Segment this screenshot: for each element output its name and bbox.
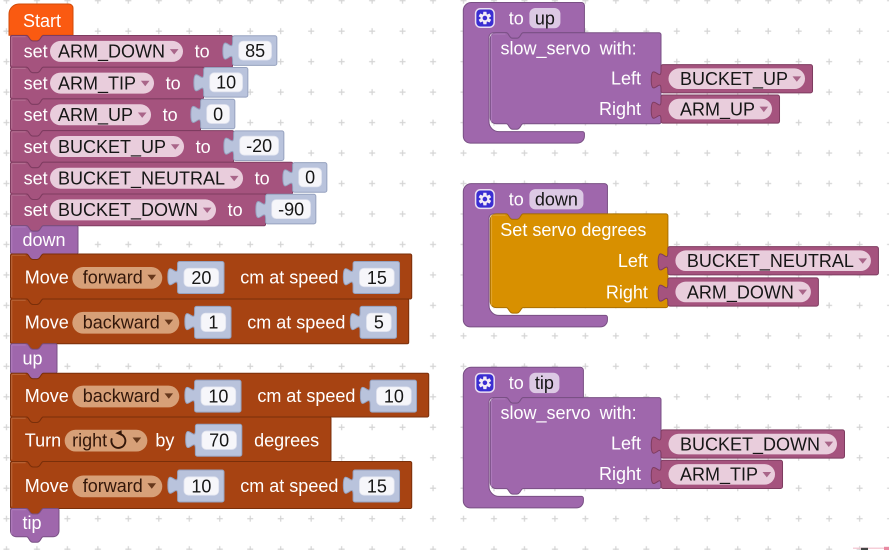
svg-text:by: by [155, 430, 174, 450]
svg-text:slow_servo: slow_servo [501, 38, 591, 59]
svg-text:down: down [535, 189, 578, 209]
svg-text:up: up [535, 8, 555, 28]
svg-text:BUCKET_DOWN: BUCKET_DOWN [58, 200, 198, 221]
svg-text:set: set [24, 105, 48, 125]
svg-text:Left: Left [611, 433, 641, 453]
svg-text:cm at speed: cm at speed [240, 476, 338, 496]
svg-text:tip: tip [23, 513, 42, 533]
svg-text:cm at speed: cm at speed [240, 268, 338, 288]
svg-text:ARM_UP: ARM_UP [58, 105, 133, 126]
svg-text:Right: Right [599, 99, 641, 119]
svg-text:10: 10 [191, 476, 211, 496]
svg-text:to: to [509, 8, 524, 28]
svg-text:forward: forward [83, 268, 143, 288]
svg-text:to: to [163, 105, 178, 125]
svg-text:Move: Move [25, 268, 69, 288]
svg-text:Right: Right [606, 282, 648, 302]
svg-text:to: to [196, 137, 211, 157]
svg-text:15: 15 [367, 268, 387, 288]
svg-text:set: set [24, 169, 48, 189]
svg-text:20: 20 [191, 268, 211, 288]
svg-text:Turn: Turn [25, 430, 61, 450]
svg-text:-90: -90 [278, 199, 304, 219]
svg-text:Right: Right [599, 464, 641, 484]
svg-text:Left: Left [611, 69, 641, 89]
svg-text:BUCKET_NEUTRAL: BUCKET_NEUTRAL [687, 251, 854, 272]
svg-text:to: to [228, 200, 243, 220]
svg-text:slow_servo: slow_servo [501, 403, 591, 424]
svg-text:ARM_DOWN: ARM_DOWN [687, 282, 794, 303]
svg-text:BUCKET_DOWN: BUCKET_DOWN [680, 434, 820, 455]
svg-text:10: 10 [216, 73, 236, 93]
svg-text:Start: Start [23, 11, 61, 31]
svg-text:BUCKET_NEUTRAL: BUCKET_NEUTRAL [58, 169, 225, 190]
svg-text:right: right [72, 430, 107, 450]
svg-text:5: 5 [374, 313, 384, 333]
svg-text:1: 1 [208, 313, 218, 333]
svg-text:Left: Left [618, 251, 648, 271]
svg-text:up: up [23, 349, 43, 369]
svg-text:10: 10 [384, 386, 404, 406]
svg-text:to: to [255, 169, 270, 189]
svg-text:cm at speed: cm at speed [257, 386, 355, 406]
svg-text:Move: Move [25, 476, 69, 496]
svg-text:85: 85 [245, 41, 265, 61]
svg-text:set: set [24, 137, 48, 157]
svg-text:BUCKET_UP: BUCKET_UP [680, 69, 788, 90]
svg-text:-20: -20 [246, 136, 272, 156]
svg-text:ARM_TIP: ARM_TIP [58, 73, 136, 94]
svg-text:with:: with: [599, 38, 637, 58]
svg-text:backward: backward [83, 312, 160, 332]
svg-text:backward: backward [83, 386, 160, 406]
svg-text:0: 0 [213, 104, 223, 124]
svg-text:Set servo degrees: Set servo degrees [500, 220, 646, 240]
svg-text:tip: tip [535, 373, 554, 393]
svg-text:ARM_UP: ARM_UP [680, 99, 755, 120]
svg-text:70: 70 [209, 431, 229, 451]
svg-text:to: to [166, 73, 181, 93]
svg-text:set: set [24, 42, 48, 62]
svg-text:set: set [24, 73, 48, 93]
svg-text:cm at speed: cm at speed [247, 312, 345, 332]
svg-text:15: 15 [367, 476, 387, 496]
svg-text:down: down [23, 230, 66, 250]
svg-text:to: to [195, 42, 210, 62]
svg-text:with:: with: [599, 403, 637, 423]
svg-text:to: to [509, 189, 524, 209]
svg-text:10: 10 [208, 386, 228, 406]
svg-text:forward: forward [83, 476, 143, 496]
svg-text:ARM_TIP: ARM_TIP [680, 465, 758, 486]
svg-text:ARM_DOWN: ARM_DOWN [58, 42, 165, 63]
svg-text:to: to [509, 373, 524, 393]
svg-text:Move: Move [25, 312, 69, 332]
svg-text:set: set [24, 200, 48, 220]
svg-text:BUCKET_UP: BUCKET_UP [58, 137, 166, 158]
svg-text:0: 0 [305, 168, 315, 188]
svg-text:degrees: degrees [254, 430, 319, 450]
svg-text:Move: Move [25, 386, 69, 406]
